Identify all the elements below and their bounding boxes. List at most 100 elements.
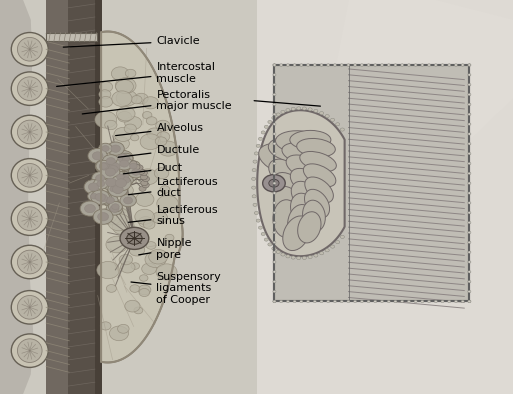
Circle shape <box>333 64 337 66</box>
Circle shape <box>142 176 149 182</box>
Circle shape <box>273 64 276 66</box>
Circle shape <box>468 162 471 165</box>
Circle shape <box>468 241 471 243</box>
Circle shape <box>320 300 323 303</box>
Circle shape <box>307 64 310 66</box>
PathPatch shape <box>257 110 345 256</box>
Circle shape <box>95 175 105 182</box>
Circle shape <box>273 64 276 66</box>
Circle shape <box>272 116 276 119</box>
Circle shape <box>116 157 133 170</box>
Circle shape <box>286 300 289 303</box>
Circle shape <box>138 180 149 189</box>
Circle shape <box>468 103 471 106</box>
Circle shape <box>142 182 149 188</box>
Circle shape <box>259 226 263 229</box>
Circle shape <box>142 296 155 305</box>
Circle shape <box>124 197 132 204</box>
Circle shape <box>333 300 337 303</box>
Ellipse shape <box>17 120 42 144</box>
Circle shape <box>139 186 146 191</box>
Ellipse shape <box>283 216 310 251</box>
Circle shape <box>401 300 404 303</box>
Circle shape <box>468 300 471 303</box>
Circle shape <box>281 110 285 113</box>
Circle shape <box>155 210 172 223</box>
Circle shape <box>120 194 136 207</box>
Circle shape <box>367 64 370 66</box>
Circle shape <box>96 160 111 172</box>
Circle shape <box>394 64 397 66</box>
Circle shape <box>276 113 280 116</box>
Circle shape <box>300 300 303 303</box>
PathPatch shape <box>0 0 33 394</box>
Circle shape <box>126 156 146 171</box>
Circle shape <box>141 115 155 126</box>
Circle shape <box>273 74 276 76</box>
Ellipse shape <box>275 131 322 153</box>
Circle shape <box>125 314 135 322</box>
Circle shape <box>347 64 350 66</box>
Circle shape <box>106 158 115 165</box>
Bar <box>348 65 469 301</box>
Bar <box>95 0 102 394</box>
Circle shape <box>113 151 133 166</box>
Circle shape <box>273 123 276 125</box>
Circle shape <box>427 300 430 303</box>
Ellipse shape <box>269 159 311 191</box>
Circle shape <box>100 163 108 169</box>
Circle shape <box>468 221 471 224</box>
Ellipse shape <box>11 291 48 324</box>
Circle shape <box>163 186 173 194</box>
Text: Clavicle: Clavicle <box>63 36 200 47</box>
Text: Pectoralis
major muscle: Pectoralis major muscle <box>82 90 232 114</box>
Circle shape <box>128 206 137 213</box>
Circle shape <box>353 64 357 66</box>
Circle shape <box>256 219 260 222</box>
Circle shape <box>273 290 276 293</box>
Circle shape <box>164 177 182 191</box>
Circle shape <box>387 64 390 66</box>
Circle shape <box>273 192 276 194</box>
Circle shape <box>132 169 140 175</box>
Circle shape <box>381 64 384 66</box>
Circle shape <box>314 254 318 257</box>
Circle shape <box>254 212 259 215</box>
Circle shape <box>268 121 272 124</box>
Bar <box>256 0 513 394</box>
Circle shape <box>302 107 306 110</box>
Circle shape <box>116 174 124 180</box>
Circle shape <box>131 173 146 185</box>
Circle shape <box>320 64 323 66</box>
Circle shape <box>302 256 306 260</box>
Circle shape <box>441 300 444 303</box>
Circle shape <box>264 238 268 241</box>
Circle shape <box>163 247 178 258</box>
Circle shape <box>108 290 119 297</box>
Circle shape <box>286 255 290 258</box>
Circle shape <box>421 64 424 66</box>
Circle shape <box>273 202 276 204</box>
Ellipse shape <box>17 296 42 319</box>
Circle shape <box>122 156 130 162</box>
Circle shape <box>252 195 256 198</box>
Text: Suspensory
ligaments
of Cooper: Suspensory ligaments of Cooper <box>131 272 221 305</box>
Circle shape <box>144 149 163 164</box>
Circle shape <box>128 103 149 119</box>
Bar <box>274 65 469 301</box>
Ellipse shape <box>11 158 48 192</box>
Circle shape <box>340 64 343 66</box>
Circle shape <box>427 64 430 66</box>
Circle shape <box>468 133 471 135</box>
Circle shape <box>107 142 124 155</box>
Circle shape <box>254 152 259 155</box>
Circle shape <box>273 182 276 184</box>
Ellipse shape <box>286 155 324 180</box>
Circle shape <box>110 186 117 192</box>
Circle shape <box>156 242 176 257</box>
Circle shape <box>98 143 112 154</box>
Circle shape <box>273 113 276 115</box>
Circle shape <box>273 103 276 106</box>
Circle shape <box>325 249 329 252</box>
Circle shape <box>130 161 137 166</box>
